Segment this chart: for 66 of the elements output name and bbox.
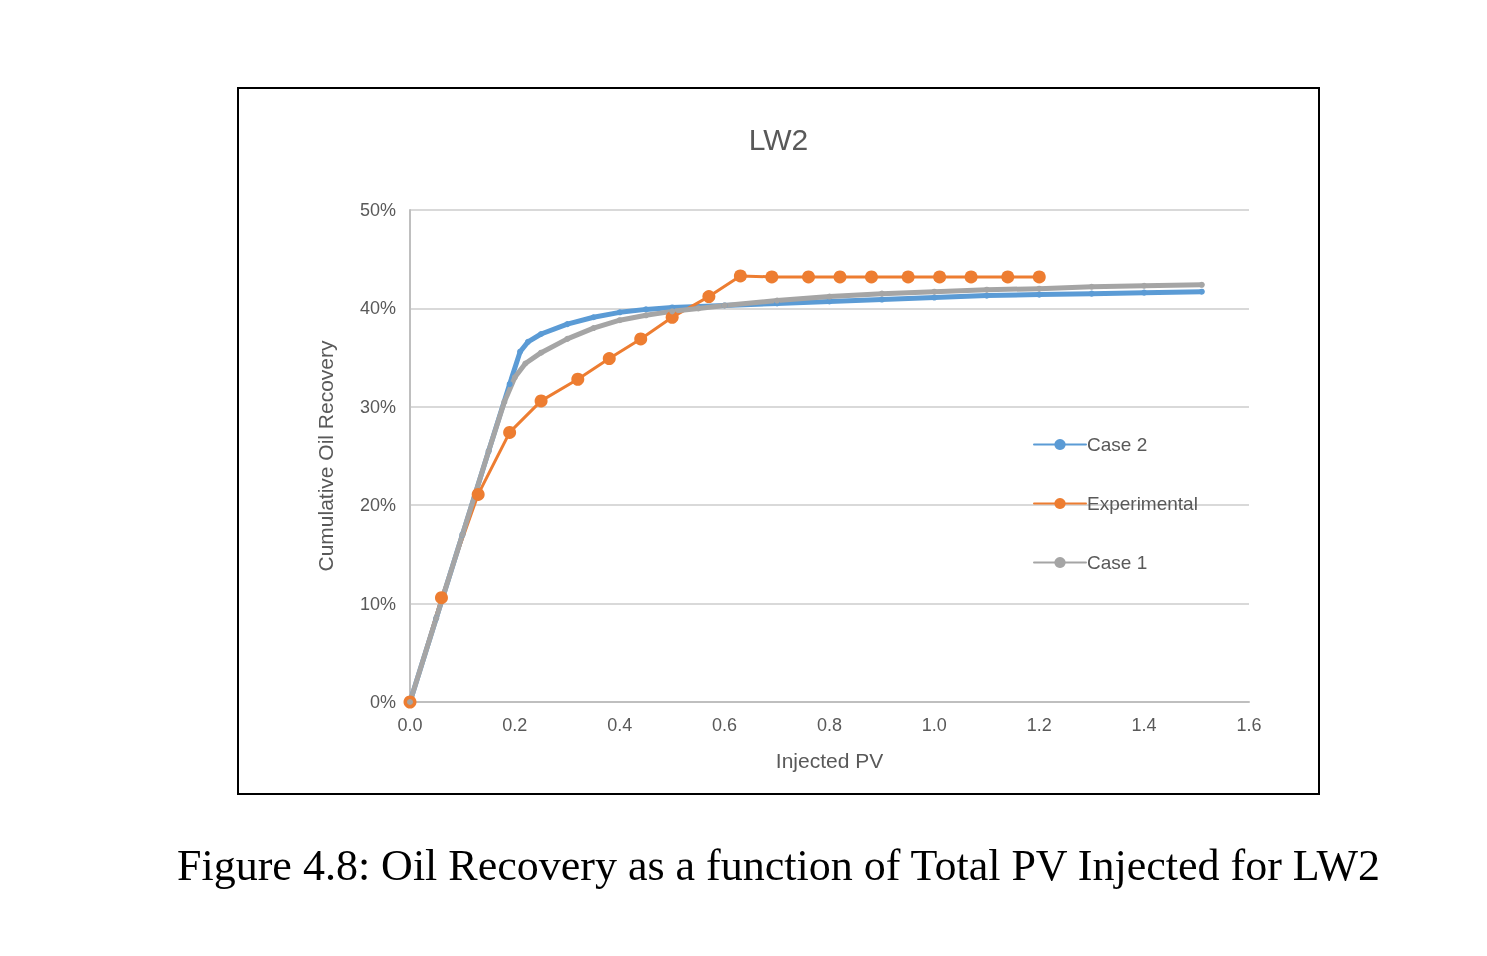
- chart-title: LW2: [748, 122, 809, 156]
- point: [564, 321, 571, 328]
- y-tick-label: 40%: [359, 298, 396, 319]
- point: [964, 270, 978, 284]
- point: [602, 352, 616, 366]
- x-tick-label: 1.2: [1026, 715, 1052, 735]
- point: [695, 305, 702, 312]
- point: [501, 398, 508, 405]
- point: [983, 286, 990, 293]
- point: [669, 308, 676, 315]
- point: [522, 360, 529, 367]
- point: [517, 348, 524, 355]
- point: [931, 294, 938, 301]
- point: [933, 270, 947, 284]
- point: [534, 394, 548, 408]
- point: [1141, 289, 1148, 296]
- point: [590, 325, 597, 332]
- point: [634, 332, 648, 346]
- point: [1088, 290, 1095, 297]
- point: [1032, 270, 1046, 284]
- point: [826, 298, 833, 305]
- legend-label: Case 1: [1087, 552, 1148, 573]
- point: [878, 290, 885, 297]
- point: [1001, 270, 1015, 284]
- point: [503, 425, 517, 439]
- point: [833, 270, 847, 284]
- y-axis-title: Cumulative Oil Recovery: [314, 339, 337, 572]
- x-tick-label: 1.4: [1131, 715, 1157, 735]
- point: [590, 314, 597, 321]
- point: [538, 349, 545, 356]
- y-tick-label: 30%: [359, 396, 396, 417]
- point: [702, 290, 716, 304]
- point: [506, 381, 513, 388]
- x-tick-label: 0.4: [607, 715, 633, 735]
- x-tick-label: 1.0: [921, 715, 947, 735]
- y-tick-label: 20%: [359, 495, 396, 516]
- point: [616, 309, 623, 316]
- point: [1088, 283, 1095, 290]
- point: [864, 270, 878, 284]
- point: [434, 591, 448, 605]
- x-tick-label: 0.0: [397, 715, 423, 735]
- point: [564, 335, 571, 342]
- point: [733, 269, 747, 283]
- caption: Figure 4.8: Oil Recovery as a function of Total PV Injected for LW2: [177, 840, 1380, 892]
- legend-label: Case 2: [1087, 434, 1148, 455]
- x-tick-label: 0.2: [502, 715, 528, 735]
- x-tick-label: 0.6: [712, 715, 738, 735]
- x-tick-label: 1.6: [1236, 715, 1262, 735]
- y-tick-label: 0%: [369, 692, 396, 712]
- legend-label: Experimental: [1087, 493, 1198, 514]
- point: [538, 330, 545, 337]
- y-tick-label: 50%: [359, 200, 396, 220]
- point: [524, 338, 531, 345]
- point: [571, 372, 585, 386]
- x-tick-label: 0.8: [816, 715, 843, 735]
- point: [511, 374, 518, 381]
- point: [642, 306, 649, 313]
- point: [931, 288, 938, 295]
- point: [1198, 288, 1205, 295]
- y-tick-label: 10%: [359, 593, 396, 614]
- point: [765, 270, 779, 284]
- point: [901, 270, 915, 284]
- point: [616, 317, 623, 324]
- point: [802, 270, 816, 284]
- point: [471, 487, 485, 501]
- x-axis-title: Injected PV: [775, 749, 884, 772]
